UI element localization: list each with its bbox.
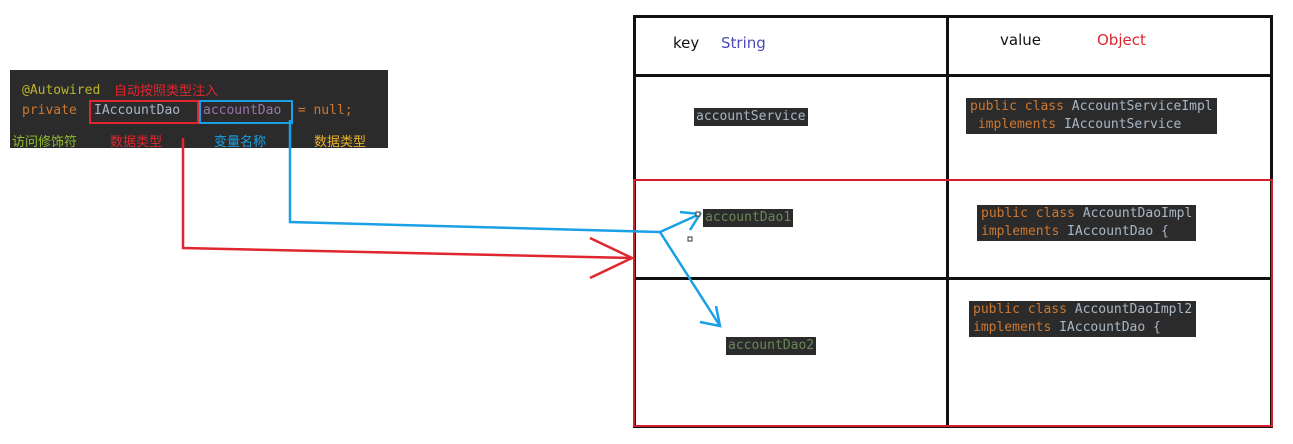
value-header: value: [1000, 31, 1041, 49]
key-header: key: [673, 34, 700, 52]
data-type-label-1: 数据类型: [110, 135, 163, 150]
selection-handle: [687, 236, 693, 242]
private-keyword: private: [22, 103, 77, 118]
matching-rows-highlight: [633, 179, 1273, 427]
value-cls: AccountServiceImpl: [1071, 99, 1213, 114]
value-kw: implements: [977, 117, 1057, 132]
dao2-arrowhead: [699, 305, 722, 328]
key-account-dao1: accountDao1: [703, 209, 794, 227]
header-divider: [633, 74, 1273, 77]
value-kw: public class: [970, 99, 1064, 114]
key-account-dao2: accountDao2: [726, 337, 817, 355]
autowire-note: 自动按照类型注入: [114, 84, 219, 99]
type-arrowhead: [589, 236, 635, 280]
value-cls: AccountDaoImpl2: [1074, 302, 1193, 317]
value-type: Object: [1097, 31, 1146, 49]
name-arrow-to-dao1: [659, 212, 701, 234]
value-kw: implements: [981, 224, 1060, 239]
name-match-arrow: [288, 120, 661, 234]
value-account-dao-impl: public class AccountDaoImpl implements I…: [977, 205, 1197, 241]
key-type: String: [721, 34, 766, 52]
type-highlight-box: [89, 100, 199, 124]
variable-highlight-box: [199, 100, 293, 124]
value-cls: IAccountDao {: [1059, 320, 1161, 335]
value-cls: IAccountDao {: [1067, 224, 1169, 239]
selection-handle: [695, 211, 701, 217]
value-cls: IAccountService: [1063, 117, 1182, 132]
null-assignment: = null;: [290, 103, 353, 118]
variable-name-label: 变量名称: [214, 135, 267, 150]
value-kw: implements: [973, 320, 1052, 335]
autowired-annotation: @Autowired: [22, 83, 101, 98]
column-divider: [946, 15, 949, 428]
value-account-dao-impl2: public class AccountDaoImpl2 implements …: [969, 301, 1197, 337]
value-kw: public class: [973, 302, 1067, 317]
data-type-label-2: 数据类型: [314, 135, 367, 150]
value-account-service-impl: public class AccountServiceImpl implemen…: [966, 98, 1217, 134]
access-modifier-label: 访问修饰符: [12, 135, 78, 150]
type-name: IAccountDao: [94, 103, 181, 118]
value-kw: public class: [981, 206, 1075, 221]
variable-name: accountDao: [203, 103, 282, 118]
type-match-arrow: [181, 138, 633, 260]
value-cls: AccountDaoImpl: [1082, 206, 1193, 221]
name-arrow-to-dao2: [658, 231, 722, 327]
key-account-service: accountService: [694, 108, 808, 126]
row-divider: [633, 277, 1273, 280]
